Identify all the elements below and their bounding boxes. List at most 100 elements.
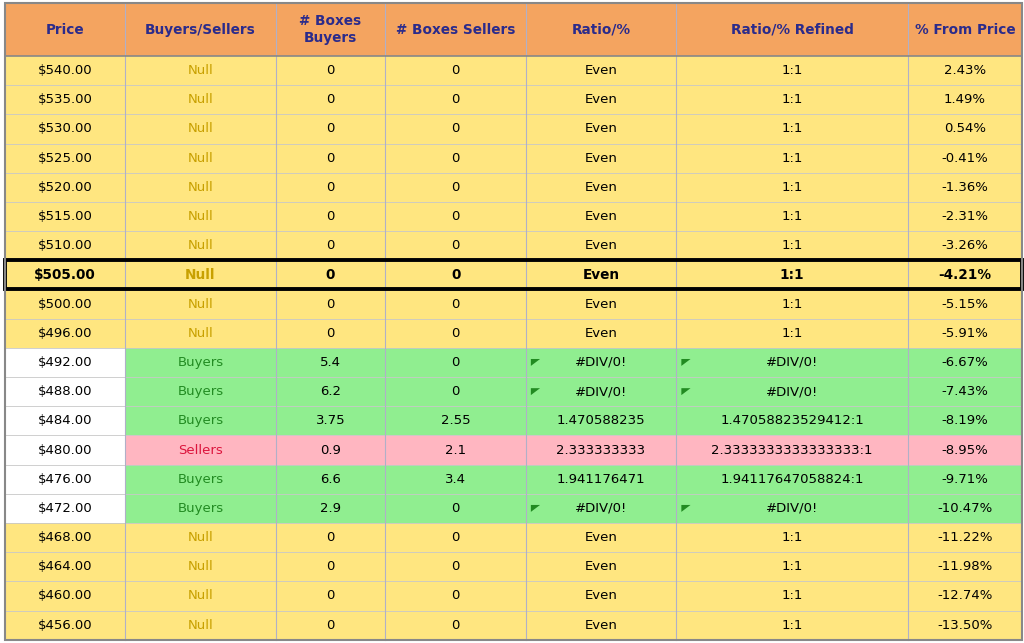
Text: Even: Even bbox=[585, 152, 617, 165]
Bar bbox=[5, 435, 125, 465]
Text: $530.00: $530.00 bbox=[38, 122, 92, 136]
Text: 1:1: 1:1 bbox=[781, 210, 803, 223]
Text: Null: Null bbox=[187, 560, 213, 574]
Bar bbox=[5, 348, 125, 377]
Text: Buyers/Sellers: Buyers/Sellers bbox=[145, 23, 256, 37]
Text: 0.9: 0.9 bbox=[321, 444, 341, 457]
Bar bbox=[5, 435, 1022, 465]
Text: $492.00: $492.00 bbox=[38, 356, 92, 369]
Bar bbox=[5, 581, 1022, 611]
Text: $500.00: $500.00 bbox=[38, 298, 92, 311]
Text: Even: Even bbox=[585, 181, 617, 194]
Text: Even: Even bbox=[585, 590, 617, 602]
Text: Null: Null bbox=[187, 590, 213, 602]
Text: Even: Even bbox=[585, 619, 617, 631]
Text: $480.00: $480.00 bbox=[38, 444, 92, 457]
Text: 1:1: 1:1 bbox=[781, 560, 803, 574]
Text: Even: Even bbox=[585, 298, 617, 311]
Text: 0: 0 bbox=[452, 64, 460, 77]
Text: Null: Null bbox=[187, 619, 213, 631]
Text: 0: 0 bbox=[452, 327, 460, 340]
Text: $540.00: $540.00 bbox=[38, 64, 92, 77]
Text: $464.00: $464.00 bbox=[38, 560, 92, 574]
Text: Buyers: Buyers bbox=[177, 502, 223, 515]
Text: $535.00: $535.00 bbox=[38, 93, 92, 106]
Text: $468.00: $468.00 bbox=[38, 531, 92, 544]
Text: #DIV/0!: #DIV/0! bbox=[574, 502, 627, 515]
Text: Price: Price bbox=[46, 23, 84, 37]
Text: 1:1: 1:1 bbox=[781, 152, 803, 165]
Text: 0: 0 bbox=[452, 531, 460, 544]
Text: -12.74%: -12.74% bbox=[937, 590, 992, 602]
Text: 0: 0 bbox=[327, 210, 335, 223]
Text: 6.6: 6.6 bbox=[321, 473, 341, 485]
Text: 1:1: 1:1 bbox=[781, 327, 803, 340]
Text: Null: Null bbox=[187, 239, 213, 252]
Text: -11.98%: -11.98% bbox=[937, 560, 992, 574]
Text: 0: 0 bbox=[327, 122, 335, 136]
Text: $476.00: $476.00 bbox=[38, 473, 92, 485]
Text: -6.67%: -6.67% bbox=[942, 356, 988, 369]
Text: Null: Null bbox=[187, 122, 213, 136]
Text: $520.00: $520.00 bbox=[38, 181, 92, 194]
Text: 1.49%: 1.49% bbox=[944, 93, 986, 106]
Text: 0: 0 bbox=[327, 531, 335, 544]
Bar bbox=[5, 231, 1022, 260]
Bar bbox=[5, 494, 125, 523]
Text: 0: 0 bbox=[452, 298, 460, 311]
Text: 0: 0 bbox=[327, 152, 335, 165]
Text: Even: Even bbox=[585, 239, 617, 252]
Text: Null: Null bbox=[187, 327, 213, 340]
Polygon shape bbox=[681, 359, 690, 366]
Text: 0: 0 bbox=[327, 327, 335, 340]
Text: 1:1: 1:1 bbox=[781, 122, 803, 136]
Text: $515.00: $515.00 bbox=[38, 210, 92, 223]
Bar bbox=[5, 202, 1022, 231]
Bar bbox=[5, 85, 1022, 114]
Text: Ratio/%: Ratio/% bbox=[571, 23, 631, 37]
Bar bbox=[5, 406, 125, 435]
Bar bbox=[5, 523, 1022, 552]
Text: -7.43%: -7.43% bbox=[942, 385, 988, 398]
Bar bbox=[5, 114, 1022, 143]
Text: 0: 0 bbox=[326, 268, 335, 282]
Text: -9.71%: -9.71% bbox=[942, 473, 988, 485]
Text: 0: 0 bbox=[327, 590, 335, 602]
Text: $496.00: $496.00 bbox=[38, 327, 92, 340]
Text: 1:1: 1:1 bbox=[781, 298, 803, 311]
Text: # Boxes
Buyers: # Boxes Buyers bbox=[299, 14, 361, 45]
Text: 0: 0 bbox=[452, 181, 460, 194]
Text: Even: Even bbox=[585, 64, 617, 77]
Text: 0: 0 bbox=[452, 93, 460, 106]
Bar bbox=[5, 348, 1022, 377]
Text: $525.00: $525.00 bbox=[38, 152, 92, 165]
Bar bbox=[5, 260, 1022, 289]
Polygon shape bbox=[530, 359, 540, 366]
Bar bbox=[5, 611, 1022, 640]
Text: 0: 0 bbox=[327, 619, 335, 631]
Text: 1.47058823529412:1: 1.47058823529412:1 bbox=[720, 414, 864, 428]
Text: 0: 0 bbox=[451, 268, 460, 282]
Text: 0: 0 bbox=[452, 122, 460, 136]
Text: 0: 0 bbox=[452, 152, 460, 165]
Bar bbox=[5, 494, 1022, 523]
Text: 0: 0 bbox=[452, 239, 460, 252]
Text: Null: Null bbox=[187, 64, 213, 77]
Text: % From Price: % From Price bbox=[914, 23, 1016, 37]
Text: Null: Null bbox=[187, 531, 213, 544]
Text: 2.55: 2.55 bbox=[440, 414, 470, 428]
Text: Even: Even bbox=[585, 122, 617, 136]
Text: 0: 0 bbox=[452, 619, 460, 631]
Text: 1:1: 1:1 bbox=[781, 619, 803, 631]
Text: #DIV/0!: #DIV/0! bbox=[766, 356, 818, 369]
Text: 0: 0 bbox=[452, 590, 460, 602]
Text: -3.26%: -3.26% bbox=[942, 239, 988, 252]
Text: Null: Null bbox=[187, 93, 213, 106]
Text: Null: Null bbox=[187, 298, 213, 311]
Text: -2.31%: -2.31% bbox=[941, 210, 988, 223]
Text: 2.1: 2.1 bbox=[445, 444, 466, 457]
Text: -4.21%: -4.21% bbox=[939, 268, 991, 282]
Text: 0: 0 bbox=[327, 64, 335, 77]
Text: Even: Even bbox=[585, 93, 617, 106]
Text: -1.36%: -1.36% bbox=[942, 181, 988, 194]
